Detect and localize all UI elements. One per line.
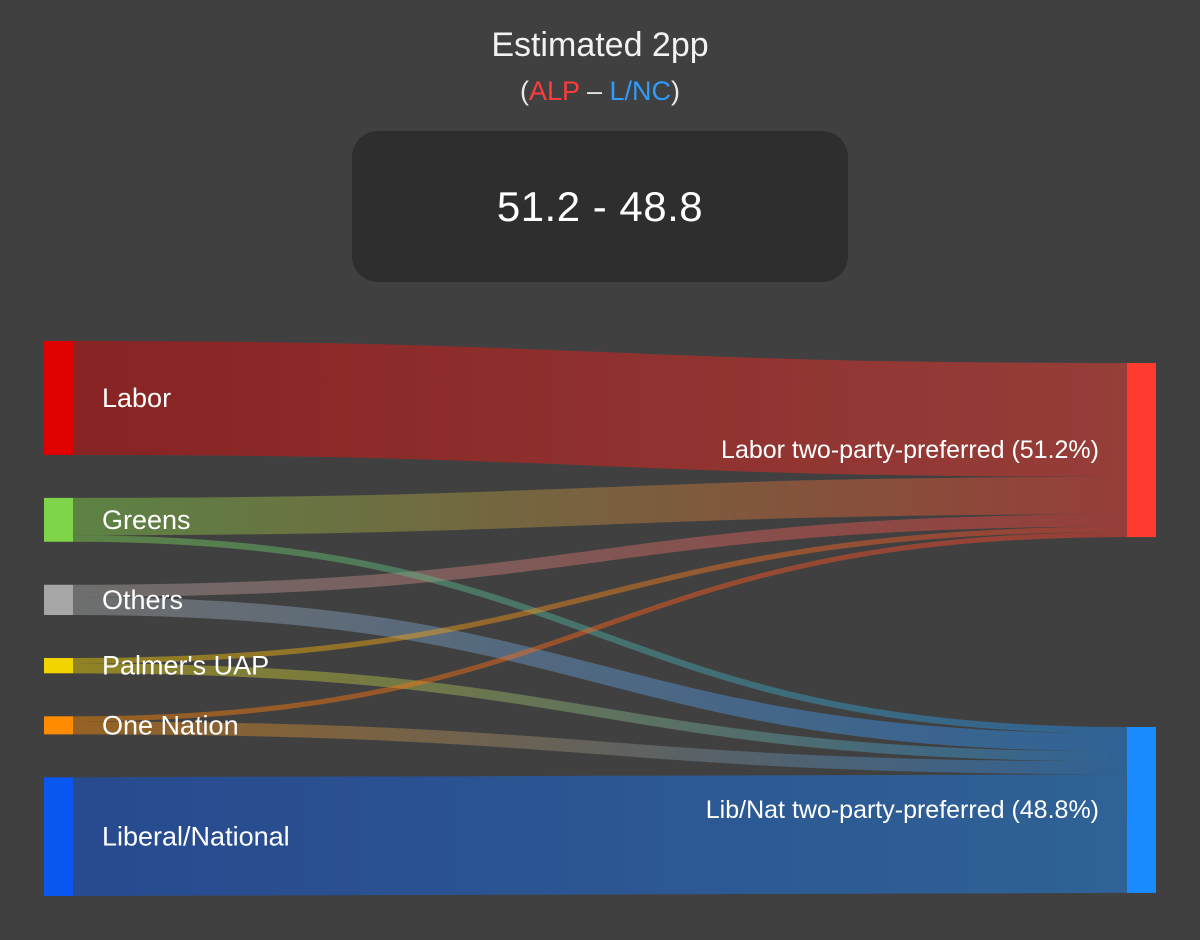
target-node-alp2pp bbox=[1127, 363, 1156, 538]
subtitle-alp: ALP bbox=[528, 76, 580, 106]
target-node-lnc2pp bbox=[1127, 727, 1156, 893]
link-uap-to-lnc2pp bbox=[72, 663, 1128, 762]
source-node-others bbox=[44, 584, 73, 616]
link-greens-to-alp2pp bbox=[72, 476, 1128, 536]
link-labor-to-alp2pp bbox=[72, 341, 1128, 477]
link-uap-to-alp2pp bbox=[72, 526, 1128, 664]
result-value: 51.2 - 48.8 bbox=[496, 182, 704, 230]
node-layer bbox=[44, 341, 1156, 896]
label-layer: Labor Greens Others Palmer's UAP One Nation L… bbox=[102, 383, 1099, 852]
subtitle-close-paren: ) bbox=[671, 76, 681, 106]
source-label-one-nation: One Nation bbox=[102, 710, 239, 740]
result-box: 51.2 - 48.8 bbox=[352, 131, 848, 282]
subtitle-open-paren: ( bbox=[519, 76, 529, 106]
chart-subtitle: (ALP – L/NC) bbox=[0, 76, 1200, 107]
link-layer bbox=[72, 341, 1128, 896]
target-label-alp2pp: Labor two-party-preferred (51.2%) bbox=[721, 436, 1099, 464]
source-node-liberal-national bbox=[44, 777, 73, 896]
chart-title: Estimated 2pp bbox=[491, 26, 709, 64]
target-label-lnc2pp: Lib/Nat two-party-preferred (48.8%) bbox=[706, 796, 1099, 824]
source-label-palmer-s-uap: Palmer's UAP bbox=[102, 651, 269, 681]
source-label-liberal-national: Liberal/National bbox=[102, 822, 290, 852]
source-label-greens: Greens bbox=[102, 505, 191, 535]
link-lnp-to-lnc2pp bbox=[72, 774, 1128, 896]
source-node-one-nation bbox=[44, 716, 73, 735]
source-label-labor: Labor bbox=[102, 383, 171, 413]
link-others-to-lnc2pp bbox=[72, 597, 1128, 752]
subtitle-lnc: L/NC bbox=[609, 76, 672, 106]
link-others-to-alp2pp bbox=[72, 514, 1128, 597]
link-greens-to-lnc2pp bbox=[72, 535, 1128, 734]
subtitle-separator: – bbox=[579, 76, 610, 106]
source-node-greens bbox=[44, 497, 73, 542]
link-on-to-lnc2pp bbox=[72, 721, 1128, 775]
source-label-others: Others bbox=[102, 585, 183, 615]
source-node-labor bbox=[44, 341, 73, 455]
source-node-palmer-s-uap bbox=[44, 658, 73, 674]
link-on-to-alp2pp bbox=[72, 531, 1128, 722]
